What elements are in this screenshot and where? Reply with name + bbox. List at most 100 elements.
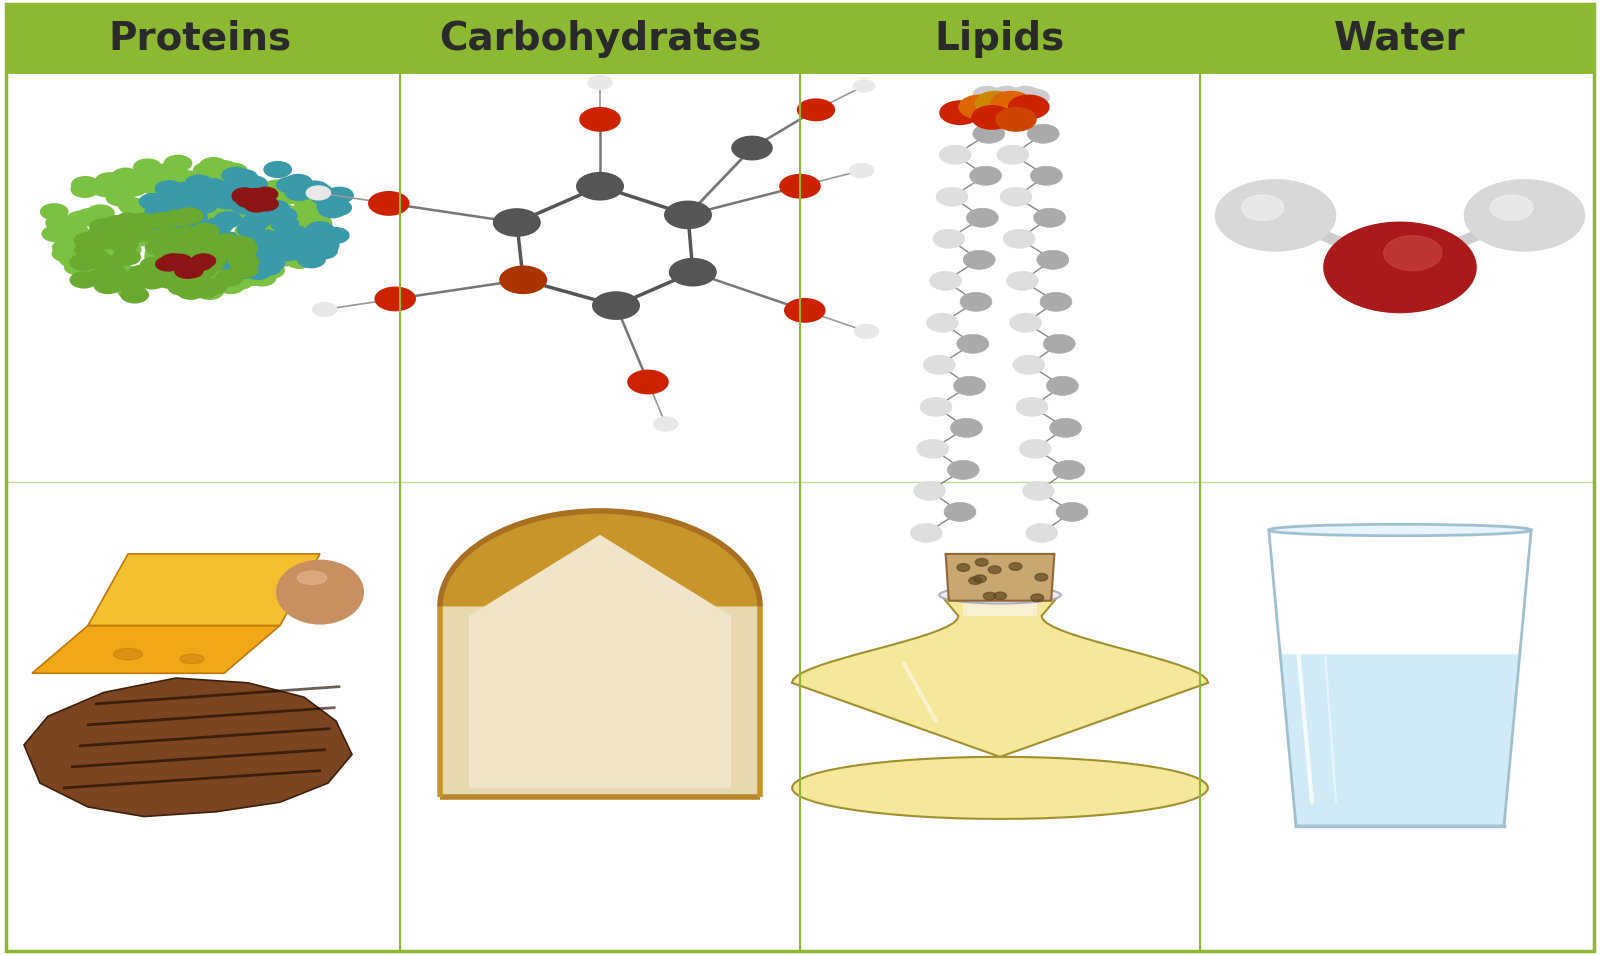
Circle shape <box>165 254 190 269</box>
Circle shape <box>323 199 352 216</box>
Circle shape <box>74 232 102 249</box>
Circle shape <box>230 261 259 278</box>
Circle shape <box>195 255 224 272</box>
Circle shape <box>162 208 190 225</box>
Circle shape <box>126 170 155 187</box>
Circle shape <box>235 202 264 220</box>
Circle shape <box>109 179 138 196</box>
Circle shape <box>138 207 166 224</box>
Circle shape <box>221 167 250 184</box>
Circle shape <box>206 180 235 198</box>
Circle shape <box>579 107 621 132</box>
Circle shape <box>230 171 259 188</box>
Circle shape <box>1464 180 1586 252</box>
Circle shape <box>243 245 272 263</box>
Circle shape <box>211 270 240 287</box>
Circle shape <box>155 180 184 197</box>
Circle shape <box>1026 523 1058 542</box>
Circle shape <box>126 270 155 287</box>
Circle shape <box>107 264 136 281</box>
Circle shape <box>85 208 114 225</box>
Circle shape <box>192 244 221 262</box>
Circle shape <box>262 241 291 258</box>
Circle shape <box>234 251 262 268</box>
Circle shape <box>1002 89 1030 106</box>
Circle shape <box>210 231 238 248</box>
Circle shape <box>170 255 198 272</box>
Circle shape <box>98 254 126 271</box>
Circle shape <box>997 145 1029 164</box>
Circle shape <box>170 249 198 266</box>
Circle shape <box>198 278 227 295</box>
Circle shape <box>221 191 250 208</box>
Circle shape <box>147 188 176 205</box>
Circle shape <box>218 232 246 249</box>
Circle shape <box>168 279 197 296</box>
Circle shape <box>88 224 117 242</box>
Circle shape <box>208 163 237 180</box>
Circle shape <box>106 189 134 206</box>
Circle shape <box>174 264 200 279</box>
Circle shape <box>104 238 133 255</box>
Circle shape <box>213 192 242 209</box>
Circle shape <box>170 246 198 264</box>
Circle shape <box>206 244 235 262</box>
Circle shape <box>93 251 122 268</box>
Polygon shape <box>32 626 280 673</box>
Circle shape <box>304 214 333 231</box>
Circle shape <box>138 272 166 289</box>
Circle shape <box>587 75 613 91</box>
Circle shape <box>93 232 122 249</box>
Circle shape <box>210 244 238 261</box>
Circle shape <box>243 263 272 280</box>
Circle shape <box>227 244 256 262</box>
Circle shape <box>216 277 245 294</box>
Circle shape <box>146 203 174 221</box>
Circle shape <box>155 242 184 259</box>
Circle shape <box>238 176 267 193</box>
Circle shape <box>112 271 141 288</box>
Circle shape <box>186 249 214 266</box>
Circle shape <box>91 265 120 283</box>
Circle shape <box>147 227 176 244</box>
Circle shape <box>165 248 194 265</box>
Circle shape <box>235 223 264 240</box>
Circle shape <box>936 187 968 206</box>
Circle shape <box>306 185 331 201</box>
Circle shape <box>152 244 181 261</box>
Polygon shape <box>792 597 1208 818</box>
Circle shape <box>106 232 134 249</box>
Circle shape <box>1323 222 1477 313</box>
Circle shape <box>592 291 640 320</box>
Circle shape <box>910 523 942 542</box>
Circle shape <box>269 207 298 224</box>
Circle shape <box>162 244 190 262</box>
Circle shape <box>202 262 230 279</box>
Circle shape <box>163 202 192 220</box>
Circle shape <box>939 100 981 125</box>
Circle shape <box>144 239 173 256</box>
Circle shape <box>173 266 202 284</box>
Circle shape <box>1021 89 1050 106</box>
Circle shape <box>150 238 179 255</box>
Circle shape <box>267 230 296 247</box>
Circle shape <box>171 181 200 199</box>
Circle shape <box>213 251 242 268</box>
Circle shape <box>269 249 298 266</box>
Circle shape <box>162 225 190 243</box>
Circle shape <box>200 246 229 264</box>
Circle shape <box>1000 187 1032 206</box>
Circle shape <box>254 202 283 219</box>
Circle shape <box>251 250 280 267</box>
Circle shape <box>64 258 93 275</box>
Ellipse shape <box>114 648 142 660</box>
Circle shape <box>189 243 218 260</box>
Text: Carbohydrates: Carbohydrates <box>438 20 762 57</box>
Circle shape <box>294 246 323 264</box>
Circle shape <box>797 98 835 121</box>
Circle shape <box>163 249 192 266</box>
Circle shape <box>195 245 224 263</box>
Circle shape <box>189 197 218 214</box>
Circle shape <box>182 179 211 196</box>
Circle shape <box>176 271 205 288</box>
